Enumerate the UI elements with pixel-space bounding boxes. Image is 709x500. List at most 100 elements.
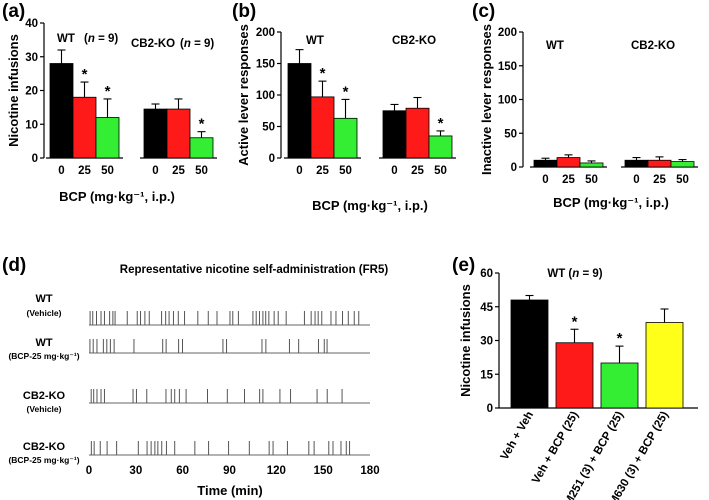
y-tick-label-a: 0 [32, 153, 38, 165]
bar [533, 159, 558, 168]
panel-label-e: (e) [452, 255, 475, 276]
y-axis-label-e: Nicotine infusions [458, 284, 473, 397]
x-tick-label-b: 25 [316, 165, 329, 177]
significance-star: * [320, 65, 326, 82]
y-tick-label-c: 200 [498, 27, 517, 39]
y-tick-label-c: 150 [498, 61, 517, 73]
raster-x-tick-label: 150 [314, 465, 333, 477]
x-tick-label-b: 0 [296, 165, 302, 177]
x-tick-label-a: 50 [195, 165, 208, 177]
y-tick-label-a: 30 [25, 52, 38, 64]
significance-star: * [82, 66, 88, 83]
significance-star: * [105, 83, 111, 100]
bar [287, 63, 312, 159]
bar [670, 161, 695, 168]
bar [382, 110, 407, 159]
bar [428, 135, 453, 159]
y-tick-label-e: 0 [487, 403, 493, 415]
x-tick-label-c: 25 [653, 174, 666, 186]
x-tick-label-a: 50 [101, 165, 114, 177]
significance-star: * [572, 313, 578, 330]
bar [405, 107, 430, 159]
bar [624, 159, 649, 168]
panel-label-c: (c) [472, 1, 495, 22]
significance-star: * [617, 330, 623, 347]
bar [72, 96, 97, 159]
x-tick-label-c: 0 [542, 174, 548, 186]
x-tick-label-c: 50 [585, 174, 598, 186]
y-tick-label-b: 150 [256, 59, 275, 71]
x-axis-label-a: BCP (mg·kg⁻¹, i.p.) [59, 189, 175, 204]
y-tick-label-b: 100 [256, 90, 275, 102]
raster-x-tick-label: 30 [129, 465, 142, 477]
x-tick-label-e: Veh + Veh [499, 410, 536, 463]
x-tick-label-e: Veh + BCP (25) [530, 409, 581, 486]
bar [556, 157, 581, 168]
y-tick-label-b: 0 [269, 153, 275, 165]
raster-row-sublabel: (BCP-25 mg·kg⁻¹) [8, 455, 79, 465]
raster-row-label: CB2-KO [23, 390, 66, 402]
y-tick-label-e: 60 [480, 268, 493, 280]
group-label-c: CB2-KO [631, 40, 675, 52]
x-tick-label-b: 50 [434, 165, 447, 177]
bar [645, 322, 684, 409]
y-tick-label-a: 40 [25, 18, 38, 30]
x-tick-label-a: 25 [172, 165, 185, 177]
y-tick-label-e: 15 [480, 369, 493, 381]
raster-x-tick-label: 0 [86, 465, 92, 477]
bar [143, 108, 168, 159]
y-axis-label-b: Active lever responses [236, 24, 251, 166]
bar [555, 342, 594, 409]
y-tick-label-e: 45 [480, 302, 493, 314]
raster-x-tick-label: 180 [360, 465, 379, 477]
y-tick-label-b: 200 [256, 27, 275, 39]
bar [189, 137, 214, 159]
bar [579, 162, 604, 168]
raster-x-tick-label: 60 [176, 465, 189, 477]
group-label-b: CB2-KO [392, 35, 436, 47]
x-tick-label-b: 0 [391, 165, 397, 177]
group-n-label-a: (n = 9) [180, 38, 214, 50]
raster-x-axis-label: Time (min) [197, 483, 263, 498]
y-tick-label-c: 50 [504, 128, 517, 140]
raster-x-tick-label: 120 [267, 465, 286, 477]
raster-row-sublabel: (BCP-25 mg·kg⁻¹) [8, 351, 79, 361]
y-tick-label-a: 10 [25, 119, 38, 131]
panel-e-title: WT (n = 9) [547, 268, 602, 280]
bar [310, 96, 335, 159]
y-axis-label-c: Inactive lever responses [479, 24, 494, 175]
bar [510, 299, 549, 409]
group-label-a: WT [57, 33, 75, 45]
x-tick-label-c: 25 [562, 174, 575, 186]
bar [49, 63, 74, 159]
x-tick-label-c: 50 [676, 174, 689, 186]
raster-row-label: CB2-KO [23, 441, 66, 453]
panel-label-a: (a) [2, 1, 25, 22]
bar [333, 117, 358, 159]
group-n-label-a: (n = 9) [84, 33, 118, 45]
significance-star: * [199, 116, 205, 133]
y-tick-label-e: 30 [480, 336, 493, 348]
y-tick-label-a: 20 [25, 86, 38, 98]
significance-star: * [438, 115, 444, 132]
raster-row-label: WT [35, 337, 52, 349]
bar [95, 117, 120, 159]
group-label-c: WT [546, 40, 564, 52]
group-label-b: WT [306, 35, 324, 47]
significance-star: * [343, 83, 349, 100]
bar [600, 362, 639, 409]
panel-label-d: (d) [2, 255, 26, 276]
x-tick-label-a: 0 [58, 165, 64, 177]
x-tick-label-a: 0 [152, 165, 158, 177]
bar [647, 159, 672, 168]
raster-title: Representative nicotine self-administrat… [120, 264, 389, 276]
x-axis-label-c: BCP (mg·kg⁻¹, i.p.) [553, 195, 669, 210]
x-tick-label-c: 0 [633, 174, 639, 186]
y-tick-label-b: 50 [262, 122, 275, 134]
raster-row-sublabel: (Vehicle) [27, 308, 62, 318]
y-axis-label-a: Nicotine infusions [6, 34, 21, 147]
raster-row-label: WT [35, 293, 52, 305]
x-tick-label-a: 25 [78, 165, 91, 177]
y-tick-label-c: 0 [511, 162, 517, 174]
